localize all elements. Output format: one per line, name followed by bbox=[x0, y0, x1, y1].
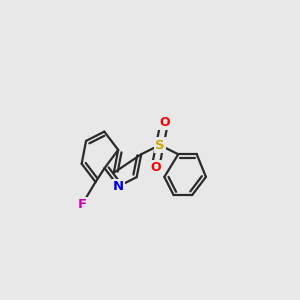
Text: O: O bbox=[150, 161, 161, 174]
Text: F: F bbox=[77, 198, 86, 211]
Text: O: O bbox=[159, 116, 170, 129]
Text: S: S bbox=[155, 139, 165, 152]
Text: N: N bbox=[113, 180, 124, 193]
